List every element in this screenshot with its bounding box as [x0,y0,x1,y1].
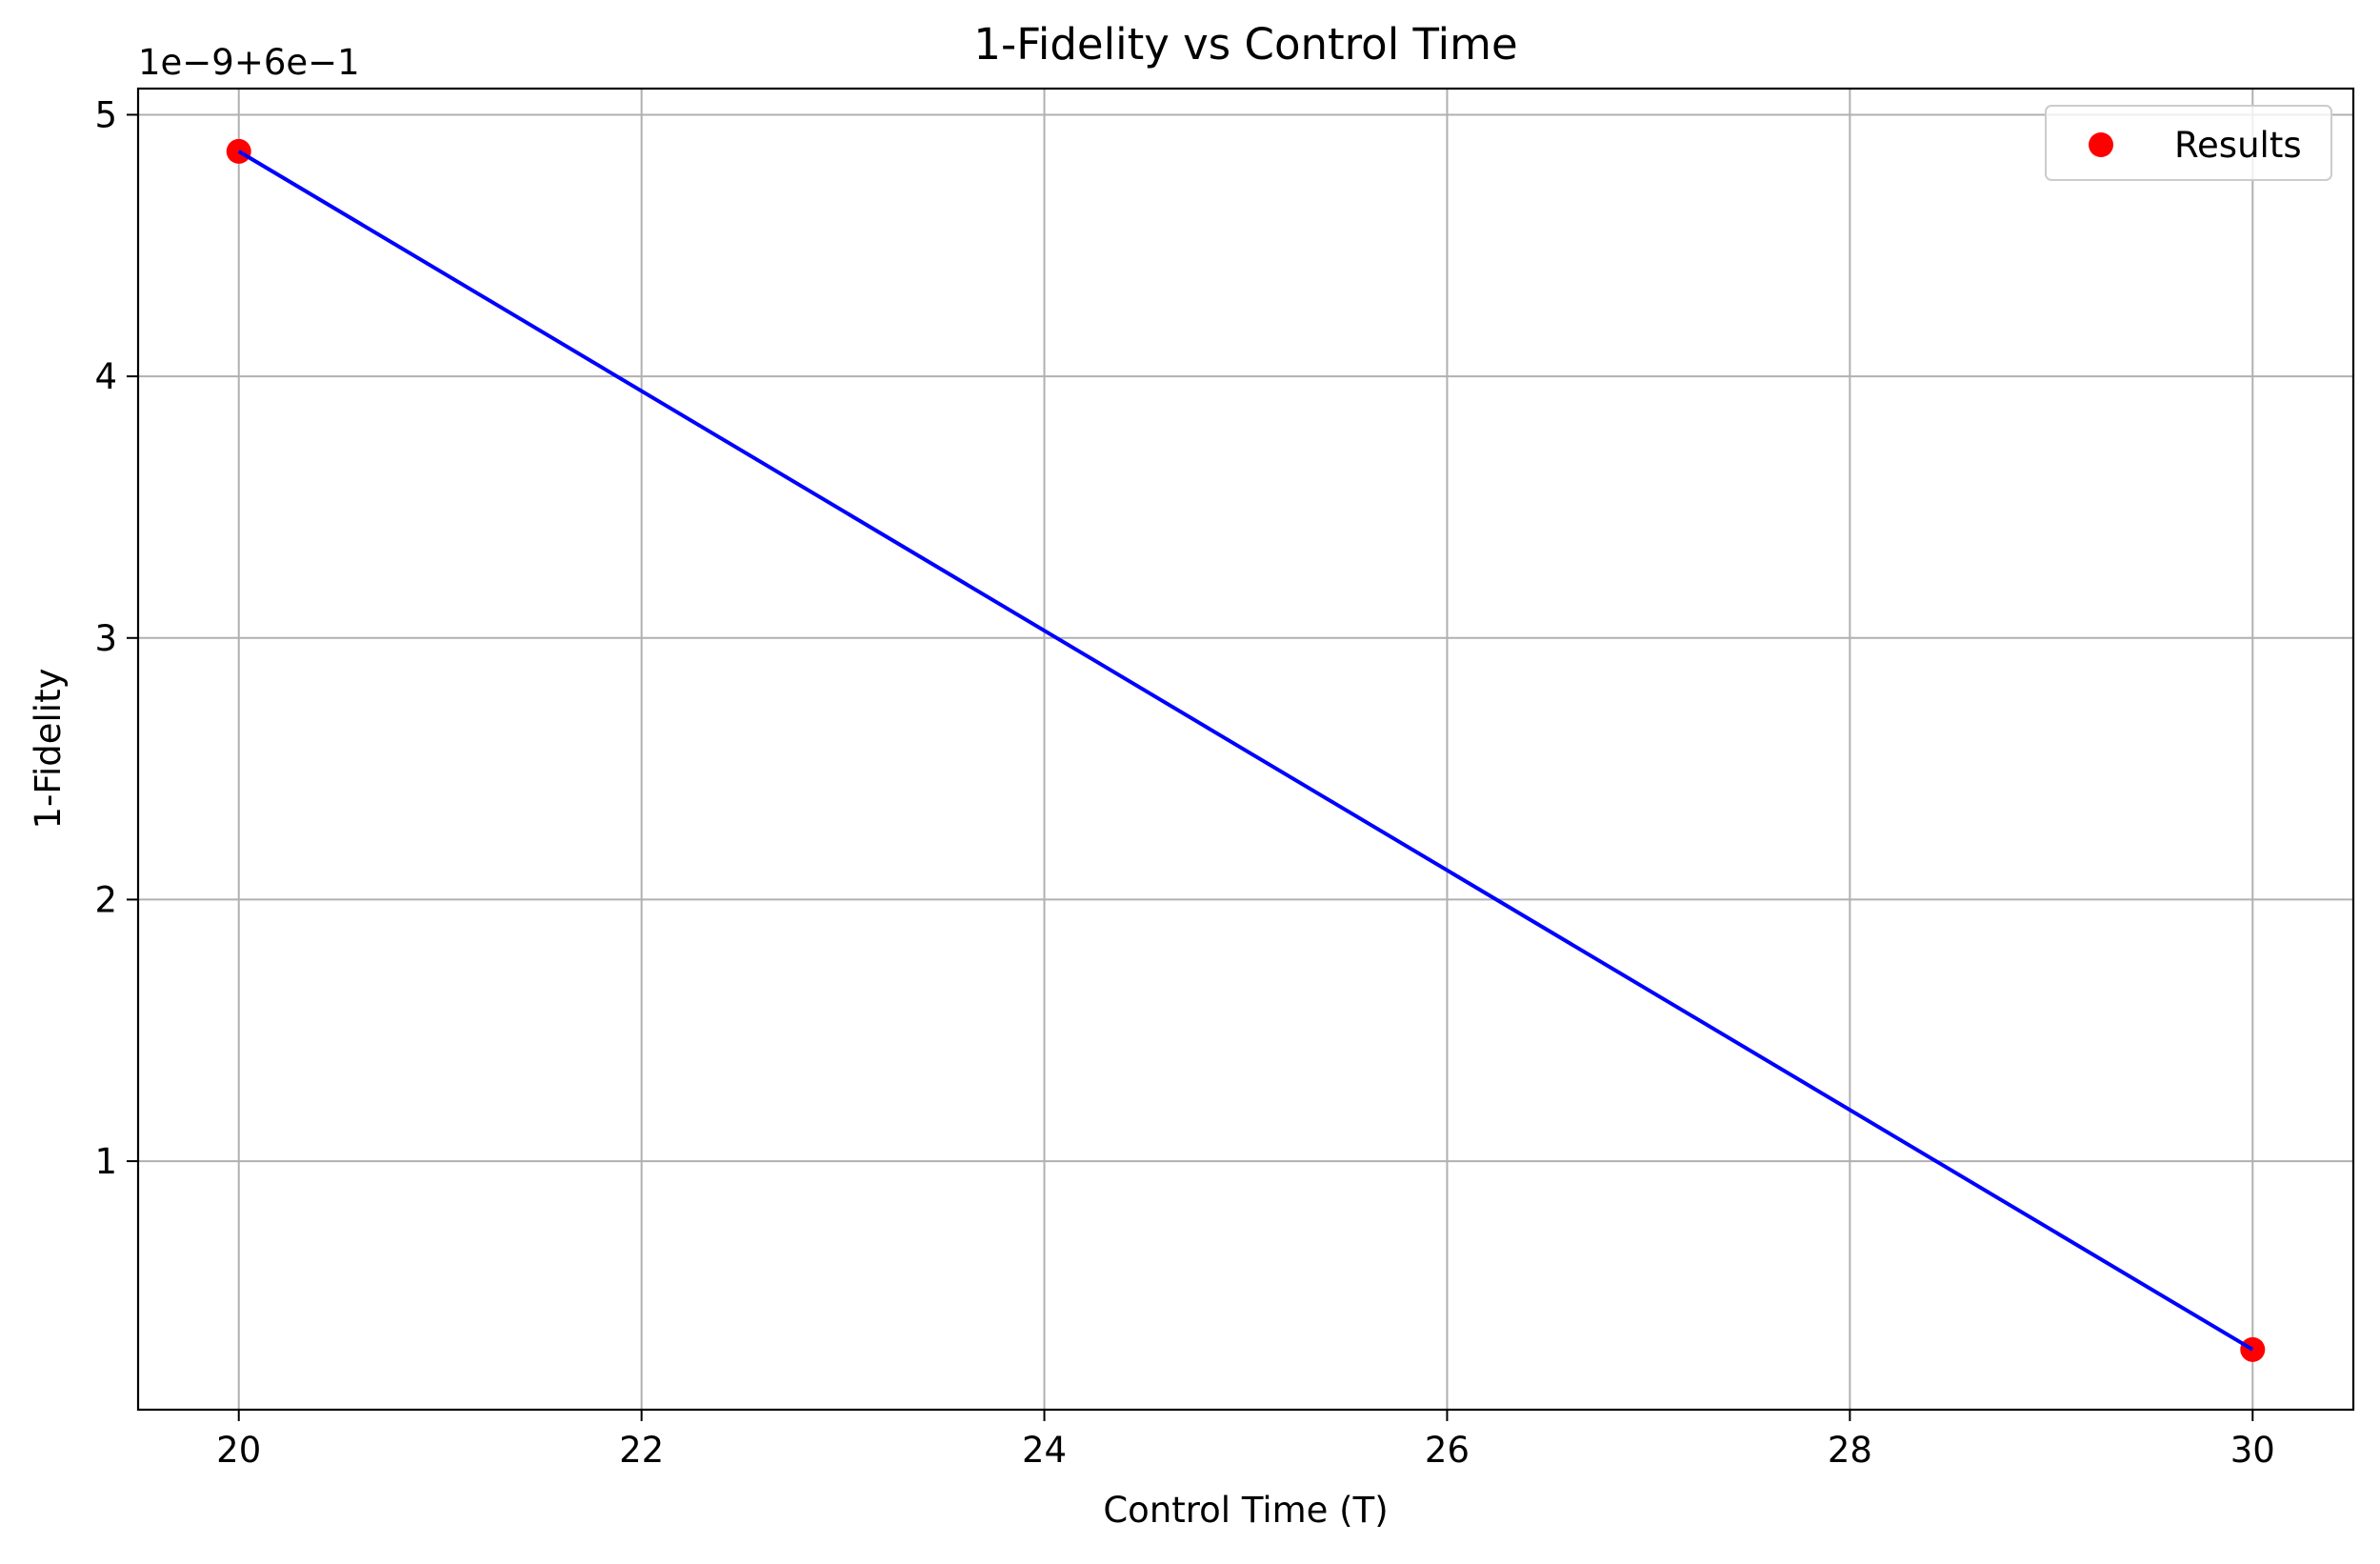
ticks: 20 22 24 26 28 30 1 2 3 4 5 [94,94,2274,1471]
y-tick-label: 5 [94,94,117,135]
legend-frame [2045,105,2332,181]
x-tick-label: 24 [1022,1430,1067,1471]
x-tick-label: 22 [619,1430,664,1471]
series-line [237,150,2254,1352]
chart-title: 1-Fidelity vs Control Time [973,19,1517,70]
legend: Results [2045,105,2332,181]
y-tick-label: 2 [94,879,117,920]
legend-marker-results [2089,132,2113,157]
legend-label-results: Results [2174,125,2302,166]
x-tick-label: 26 [1425,1430,1470,1471]
y-axis-label: 1-Fidelity [28,669,69,830]
y-tick-label: 1 [94,1141,117,1182]
x-axis-label: Control Time (T) [1103,1490,1388,1531]
series-layer [226,138,2266,1362]
y-tick-label: 4 [94,356,117,397]
plot-frame [136,87,2355,1412]
x-tick-label: 30 [2230,1430,2275,1471]
y-offset-label: 1e−9+6e−1 [138,42,360,83]
y-tick-label: 3 [94,618,117,659]
grid [138,89,2353,1410]
x-tick-label: 20 [216,1430,261,1471]
x-tick-label: 28 [1828,1430,1872,1471]
